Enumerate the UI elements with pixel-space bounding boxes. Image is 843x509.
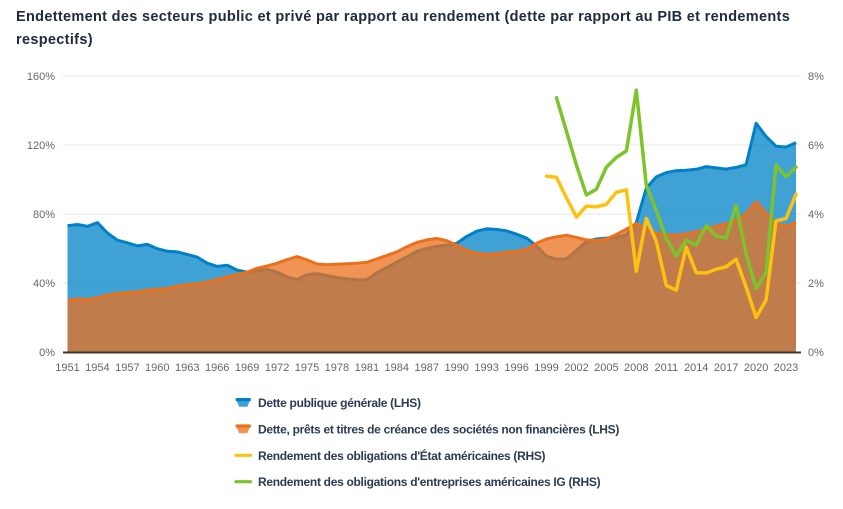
svg-text:1969: 1969	[235, 362, 259, 374]
svg-text:Dette publique générale (LHS): Dette publique générale (LHS)	[258, 396, 421, 410]
svg-text:6%: 6%	[808, 140, 824, 152]
svg-text:1993: 1993	[474, 362, 498, 374]
svg-text:Rendement des obligations d'Ét: Rendement des obligations d'État américa…	[258, 448, 546, 463]
svg-text:160%: 160%	[27, 71, 55, 83]
svg-text:Dette, prêts et titres de créa: Dette, prêts et titres de créance des so…	[258, 422, 619, 436]
svg-text:2002: 2002	[564, 362, 588, 374]
svg-text:0%: 0%	[808, 347, 824, 359]
svg-text:2%: 2%	[808, 278, 824, 290]
svg-text:1990: 1990	[444, 362, 468, 374]
svg-text:8%: 8%	[808, 71, 824, 83]
svg-text:1987: 1987	[415, 362, 439, 374]
svg-text:1954: 1954	[85, 362, 109, 374]
svg-text:2023: 2023	[774, 362, 798, 374]
svg-text:2008: 2008	[624, 362, 648, 374]
svg-text:2005: 2005	[594, 362, 618, 374]
svg-text:1951: 1951	[55, 362, 79, 374]
svg-text:1957: 1957	[115, 362, 139, 374]
svg-text:2014: 2014	[684, 362, 708, 374]
svg-text:40%: 40%	[33, 278, 55, 290]
svg-text:1981: 1981	[355, 362, 379, 374]
svg-text:120%: 120%	[27, 140, 55, 152]
svg-text:1996: 1996	[504, 362, 528, 374]
svg-text:1972: 1972	[265, 362, 289, 374]
svg-text:4%: 4%	[808, 209, 824, 221]
svg-text:0%: 0%	[39, 347, 55, 359]
svg-text:1975: 1975	[295, 362, 319, 374]
svg-text:80%: 80%	[33, 209, 55, 221]
svg-text:2017: 2017	[714, 362, 738, 374]
svg-text:2020: 2020	[744, 362, 768, 374]
svg-text:1960: 1960	[145, 362, 169, 374]
svg-text:2011: 2011	[654, 362, 678, 374]
svg-text:1963: 1963	[175, 362, 199, 374]
svg-text:1966: 1966	[205, 362, 229, 374]
svg-text:1999: 1999	[534, 362, 558, 374]
svg-text:1978: 1978	[325, 362, 349, 374]
svg-text:Rendement des obligations d'en: Rendement des obligations d'entreprises …	[258, 475, 601, 489]
svg-text:1984: 1984	[385, 362, 409, 374]
